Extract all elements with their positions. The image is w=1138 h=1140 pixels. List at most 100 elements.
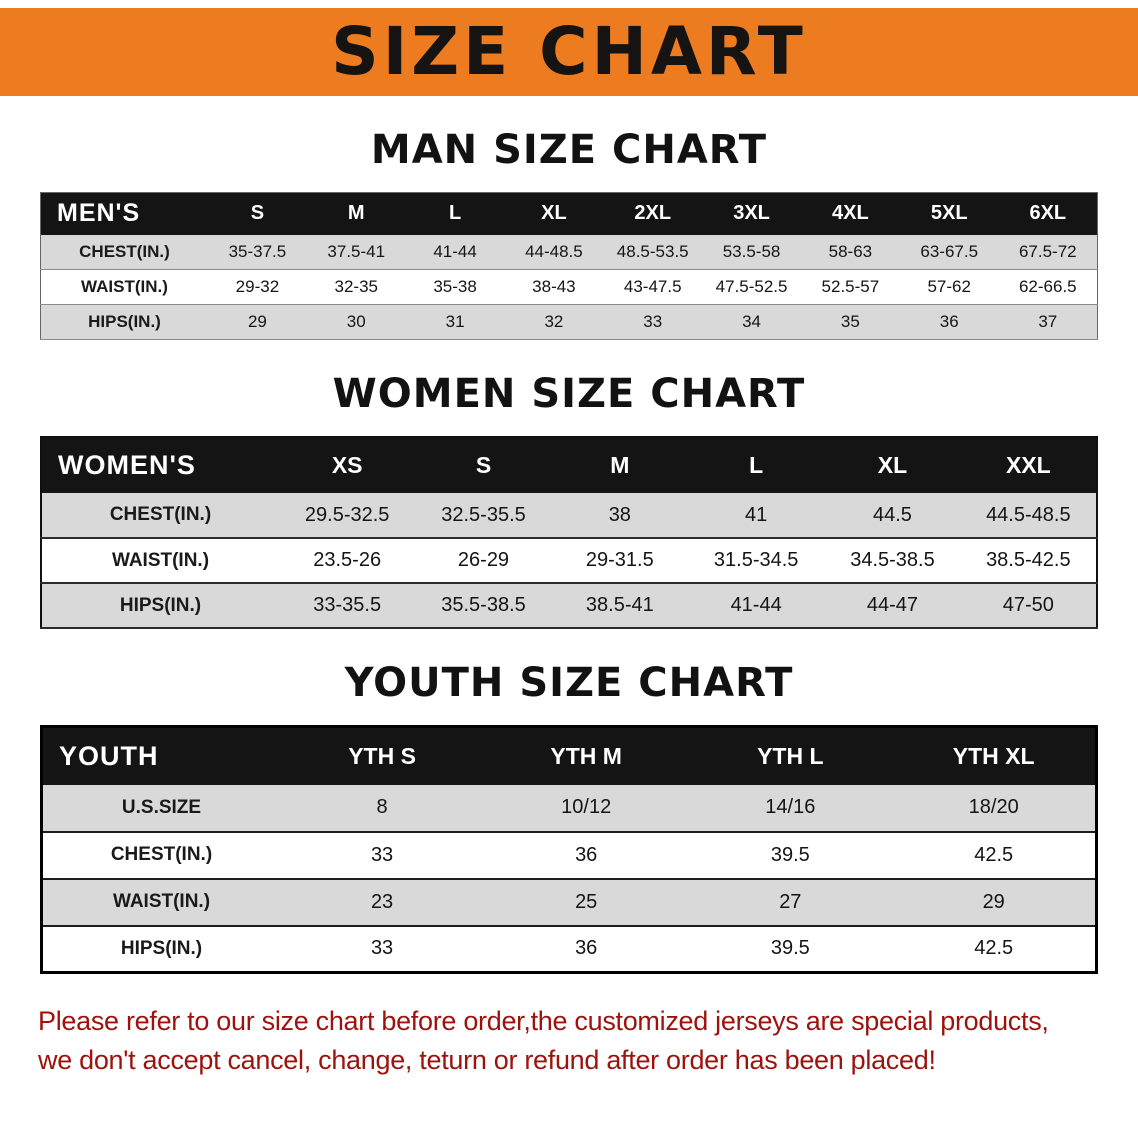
size-value: 67.5-72 bbox=[1018, 241, 1077, 261]
size-value: 29 bbox=[247, 312, 267, 331]
size-value: 47.5-52.5 bbox=[715, 277, 788, 296]
size-column-header: XS bbox=[279, 437, 416, 493]
size-value: 44-48.5 bbox=[525, 241, 583, 261]
table-header-row: MEN'S S M L XL 2XL 3XL 4XL 5XL 6XL bbox=[40, 192, 1098, 235]
size-value: 29.5-32.5 bbox=[304, 503, 390, 526]
size-column-header: YTH XL bbox=[892, 726, 1097, 785]
table-row: U.S.SIZE 8 10/12 14/16 18/20 bbox=[41, 784, 1097, 832]
women-size-heading: WOMEN SIZE CHART bbox=[332, 371, 806, 417]
row-label: WAIST(IN.) bbox=[81, 277, 168, 296]
size-value: 35-37.5 bbox=[228, 241, 287, 261]
size-value: 39.5 bbox=[770, 937, 810, 960]
size-value: 36 bbox=[575, 937, 598, 960]
row-label: CHEST(IN.) bbox=[110, 844, 213, 865]
size-value: 52.5-57 bbox=[821, 277, 880, 296]
table-row: HIPS(IN.) 29 30 31 32 33 34 35 36 37 bbox=[40, 304, 1098, 340]
size-value: 44.5-48.5 bbox=[986, 503, 1071, 526]
order-disclaimer: Please refer to our size chart before or… bbox=[38, 1002, 1100, 1080]
size-column-header: 6XL bbox=[998, 192, 1098, 235]
size-value: 23 bbox=[370, 890, 394, 913]
size-value: 33 bbox=[370, 843, 394, 866]
size-value: 57-62 bbox=[927, 277, 971, 296]
size-column-header: S bbox=[415, 437, 552, 493]
size-column-header: M bbox=[551, 437, 688, 493]
size-value: 31 bbox=[445, 312, 465, 331]
size-value: 31.5-34.5 bbox=[713, 549, 799, 571]
size-value: 41-44 bbox=[730, 594, 782, 616]
size-value: 33 bbox=[643, 312, 663, 331]
size-value: 30 bbox=[346, 312, 366, 331]
row-label: U.S.SIZE bbox=[121, 796, 202, 818]
row-label: WAIST(IN.) bbox=[112, 891, 211, 912]
size-column-header: 4XL bbox=[800, 192, 900, 235]
size-value: 33-35.5 bbox=[313, 594, 382, 616]
size-chart-content: MAN SIZE CHART MEN'S S M L XL 2XL 3XL 4XL 5XL 6XL… bbox=[0, 130, 1138, 974]
size-value: 32 bbox=[544, 312, 564, 331]
men-size-table: MEN'S S M L XL 2XL 3XL 4XL 5XL 6XL CHEST(IN.) 35-37… bbox=[40, 192, 1098, 340]
size-value: 34.5-38.5 bbox=[850, 549, 935, 571]
size-value: 32.5-35.5 bbox=[441, 503, 526, 526]
size-value: 42.5 bbox=[974, 843, 1014, 866]
size-value: 35 bbox=[840, 312, 860, 331]
man-size-heading: MAN SIZE CHART bbox=[370, 127, 768, 173]
row-label: HIPS(IN.) bbox=[120, 937, 203, 959]
disclaimer-line-2: we don't accept cancel, change, teturn o… bbox=[38, 1045, 936, 1076]
table-title-cell: MEN'S bbox=[40, 192, 208, 235]
size-value: 25 bbox=[575, 890, 598, 913]
table-title-cell: YOUTH bbox=[41, 726, 280, 785]
size-column-header: M bbox=[306, 192, 406, 235]
size-value: 58-63 bbox=[828, 241, 873, 261]
row-label: CHEST(IN.) bbox=[79, 241, 170, 261]
table-row: WAIST(IN.) 23.5-26 26-29 29-31.5 31.5-34.5 34… bbox=[41, 538, 1097, 583]
size-value: 35-38 bbox=[433, 277, 477, 296]
size-value: 38 bbox=[608, 503, 631, 526]
size-column-header: YTH S bbox=[280, 726, 485, 785]
size-value: 8 bbox=[376, 796, 388, 818]
row-label: CHEST(IN.) bbox=[109, 504, 212, 525]
youth-size-heading: YOUTH SIZE CHART bbox=[344, 660, 794, 706]
size-value: 36 bbox=[939, 312, 959, 331]
size-value: 62-66.5 bbox=[1018, 277, 1077, 296]
table-header-row: WOMEN'S XS S M L XL XXL bbox=[41, 437, 1097, 493]
size-column-header: S bbox=[208, 192, 307, 235]
size-value: 23.5-26 bbox=[313, 549, 382, 571]
table-header-row: YOUTH YTH S YTH M YTH L YTH XL bbox=[41, 726, 1097, 785]
table-row: HIPS(IN.) 33-35.5 35.5-38.5 38.5-41 41-44 44-… bbox=[41, 583, 1097, 628]
size-value: 44.5 bbox=[873, 503, 912, 526]
table-row: WAIST(IN.) 23 25 27 29 bbox=[41, 878, 1097, 926]
size-value: 33 bbox=[370, 937, 394, 960]
size-value: 53.5-58 bbox=[722, 241, 781, 261]
size-value: 27 bbox=[779, 890, 802, 913]
size-value: 35.5-38.5 bbox=[441, 594, 526, 616]
table-row: CHEST(IN.) 35-37.5 37.5-41 41-44 44-48.5 48.5… bbox=[40, 234, 1098, 270]
size-value: 32-35 bbox=[334, 277, 378, 296]
size-value: 26-29 bbox=[457, 549, 510, 571]
size-value: 29-31.5 bbox=[585, 549, 654, 571]
size-column-header: XXL bbox=[960, 437, 1097, 493]
size-value: 42.5 bbox=[974, 937, 1014, 960]
size-value: 43-47.5 bbox=[623, 277, 682, 296]
table-title-cell: WOMEN'S bbox=[41, 437, 279, 493]
size-value: 10/12 bbox=[561, 796, 612, 818]
size-value: 63-67.5 bbox=[920, 241, 979, 261]
size-value: 47-50 bbox=[1002, 594, 1054, 616]
size-value: 29 bbox=[982, 890, 1005, 913]
size-value: 39.5 bbox=[770, 843, 810, 866]
disclaimer-line-1: Please refer to our size chart before or… bbox=[38, 1006, 1049, 1036]
table-row: CHEST(IN.) 33 36 39.5 42.5 bbox=[41, 831, 1097, 879]
size-column-header: L bbox=[405, 192, 505, 235]
page-title: SIZE CHART bbox=[331, 13, 807, 90]
size-column-header: XL bbox=[504, 192, 604, 235]
size-column-header: YTH L bbox=[688, 726, 893, 785]
size-value: 34 bbox=[742, 312, 762, 331]
size-value: 38.5-41 bbox=[585, 594, 654, 616]
size-value: 37 bbox=[1038, 312, 1058, 331]
size-value: 36 bbox=[575, 843, 598, 866]
table-row: CHEST(IN.) 29.5-32.5 32.5-35.5 38 41 44.5 44.5… bbox=[41, 493, 1097, 538]
banner: SIZE CHART bbox=[0, 8, 1138, 96]
size-value: 14/16 bbox=[765, 796, 816, 818]
women-size-table: WOMEN'S XS S M L XL XXL CHEST(IN.) 29.5-32.5 32.5… bbox=[40, 436, 1098, 629]
row-label: HIPS(IN.) bbox=[119, 594, 202, 616]
size-column-header: 2XL bbox=[603, 192, 703, 235]
size-value: 37.5-41 bbox=[327, 241, 386, 261]
